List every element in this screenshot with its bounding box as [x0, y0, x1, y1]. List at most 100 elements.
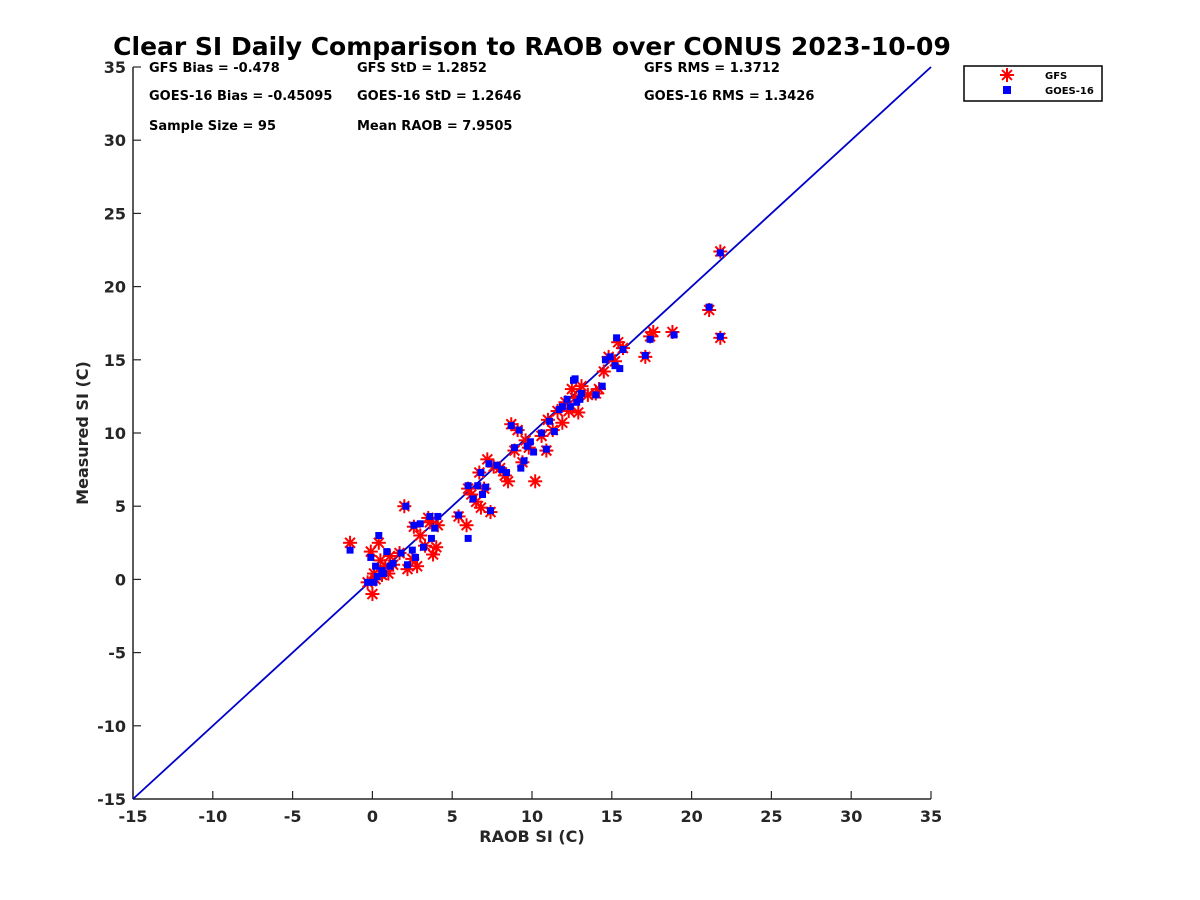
goes-16-point [404, 561, 412, 569]
goes-16-point [402, 502, 410, 510]
goes-16-point [373, 572, 381, 580]
goes-16-point [482, 483, 490, 491]
one-to-one-line [132, 66, 932, 800]
x-tick-label: 0 [367, 807, 378, 826]
goes-16-point [410, 521, 418, 529]
legend-goes-label: GOES-16 [1045, 86, 1094, 97]
goes-16-point [455, 511, 463, 519]
stats-panel: GFS Bias = -0.478 GOES-16 Bias = -0.4509… [149, 61, 814, 134]
axes: -15 -10 -5 0 5 10 15 20 25 30 35 -15 -10 -5 0 5 10 15 20 25… [97, 58, 942, 826]
goes-16-point [517, 464, 525, 472]
y-tick-label: 35 [104, 58, 126, 77]
legend-gfs-label: GFS [1045, 71, 1067, 82]
gfs-point [574, 379, 589, 394]
legend-gfs-star [1000, 68, 1014, 82]
x-tick-label: -15 [119, 807, 148, 826]
gfs-point [365, 587, 380, 602]
stat-sample-size: Sample Size = 95 [149, 119, 276, 134]
series-gfs [343, 244, 728, 602]
goes-16-point [389, 559, 397, 567]
x-tick-label: 25 [760, 807, 782, 826]
goes-16-point [577, 389, 585, 397]
goes-16-point [372, 562, 380, 570]
gfs-point [459, 518, 474, 533]
gfs-point [413, 528, 428, 543]
gfs-point [528, 474, 543, 489]
goes-16-point [616, 365, 624, 373]
goes-16-point [411, 553, 419, 561]
legend-gfs-marker [1000, 68, 1014, 82]
goes-16-point [530, 448, 538, 456]
goes-16-point [520, 457, 528, 465]
goes-16-point [571, 375, 579, 383]
stat-goes-bias: GOES-16 Bias = -0.45095 [149, 89, 332, 104]
goes-16-point [542, 445, 550, 453]
series-goes-16 [346, 249, 724, 586]
goes-16-point [464, 534, 472, 542]
x-tick-label: 35 [920, 807, 942, 826]
goes-16-point [419, 543, 427, 551]
stat-goes-std: GOES-16 StD = 1.2646 [357, 89, 521, 104]
gfs-point [555, 415, 570, 430]
goes-16-point [346, 546, 354, 554]
goes-16-point [431, 524, 439, 532]
goes-16-point [646, 335, 654, 343]
goes-16-point [375, 531, 383, 539]
goes-16-point [716, 249, 724, 257]
chart-title: Clear SI Daily Comparison to RAOB over C… [113, 32, 951, 61]
goes-16-point [641, 351, 649, 359]
legend: GFS GOES-16 [963, 65, 1103, 102]
goes-16-point [705, 303, 713, 311]
goes-16-point [479, 490, 487, 498]
goes-16-point [383, 548, 391, 556]
y-tick-label: 0 [115, 570, 126, 589]
goes-16-point [464, 482, 472, 490]
goes-16-point [538, 429, 546, 437]
y-tick-label: -10 [97, 717, 126, 736]
goes-16-point [502, 469, 510, 477]
goes-16-point [563, 395, 571, 403]
y-tick-label: 5 [115, 497, 126, 516]
goes-16-point [485, 460, 493, 468]
goes-16-point [474, 482, 482, 490]
stat-gfs-std: GFS StD = 1.2852 [357, 61, 487, 76]
x-tick-label: -5 [284, 807, 302, 826]
goes-16-point [364, 578, 372, 586]
x-tick-label: -10 [198, 807, 227, 826]
goes-16-point [670, 331, 678, 339]
goes-16-point [427, 534, 435, 542]
goes-16-point [434, 512, 442, 520]
reference-line-layer [132, 66, 932, 800]
goes-16-point [469, 495, 477, 503]
goes-16-point [546, 417, 554, 425]
goes-16-point [598, 382, 606, 390]
gfs-point [596, 364, 611, 379]
goes-16-point [380, 570, 388, 578]
goes-16-point [416, 520, 424, 528]
y-tick-label: -15 [97, 790, 126, 809]
goes-16-point [592, 391, 600, 399]
goes-16-point [408, 546, 416, 554]
goes-16-point [716, 332, 724, 340]
y-tick-label: 15 [104, 351, 126, 370]
goes-16-point [498, 466, 506, 474]
goes-16-point [601, 356, 609, 364]
x-tick-label: 10 [521, 807, 543, 826]
goes-16-point [526, 438, 534, 446]
goes-16-point [613, 334, 621, 342]
legend-box [963, 65, 1103, 102]
gfs-point [429, 540, 444, 555]
goes-16-point [576, 395, 584, 403]
x-tick-label: 15 [601, 807, 623, 826]
goes-16-point [370, 578, 378, 586]
y-axis-label: Measured SI (C) [73, 361, 92, 505]
series-layer [343, 244, 728, 602]
stat-gfs-rms: GFS RMS = 1.3712 [644, 61, 780, 76]
y-tick-label: 25 [104, 204, 126, 223]
goes-16-point [619, 346, 627, 354]
goes-16-point [515, 426, 523, 434]
goes-16-point [397, 549, 405, 557]
gfs-point [571, 405, 586, 420]
stat-gfs-bias: GFS Bias = -0.478 [149, 61, 280, 76]
